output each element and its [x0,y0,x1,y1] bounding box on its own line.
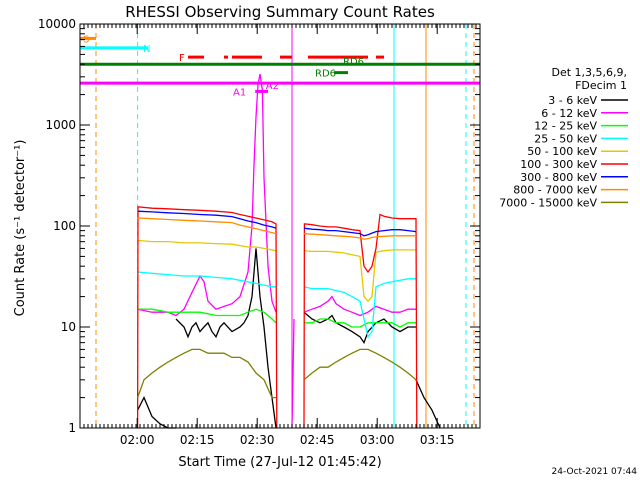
flag-label: A2 [266,81,279,92]
series-line [137,73,277,317]
x-axis-label: Start Time (27-Jul-12 01:45:42) [178,455,381,470]
legend-label: 50 - 100 keV [527,145,597,158]
y-tick-label: 10000 [38,17,76,31]
x-tick-label: 02:00 [120,433,155,447]
series-line [136,348,276,399]
series-line [303,278,416,339]
series-line [137,308,277,324]
y-axis-label: Count Rate (s⁻¹ detector⁻¹) [13,140,28,317]
x-tick-label: 02:15 [180,433,215,447]
series-line [304,318,416,328]
y-tick-label: 10 [61,320,76,334]
x-tick-label: 03:15 [420,433,455,447]
legend-label: 12 - 25 keV [534,120,597,133]
series-line [303,295,416,317]
legend-title-2: FDecim 1 [575,79,627,92]
series-line [303,249,416,303]
chart-title: RHESSI Observing Summary Count Rates [125,3,435,21]
series-line [415,379,441,429]
series-line [291,318,295,429]
y-tick-label: 1 [68,421,76,435]
legend-label: 100 - 300 keV [520,158,597,171]
flag-label: RD6 [315,69,336,80]
plot-frame [79,23,481,429]
x-tick-label: 03:00 [360,433,395,447]
legend-label: 800 - 7000 keV [513,184,597,197]
series-line [137,239,277,252]
series-line [175,248,277,429]
series-line [303,232,416,240]
series-line [303,227,417,237]
series-line [303,213,418,429]
y-tick-label: 1000 [45,118,76,132]
flag-label: A1 [233,87,246,98]
flag-label: F [179,53,185,64]
series-line [136,206,278,429]
footer-timestamp: 24-Oct-2021 07:44 [552,467,638,477]
series-line [303,348,417,381]
series-line [137,271,276,288]
legend-title-1: Det 1,3,5,6,9, [551,66,627,79]
series-line [137,217,277,235]
legend-label: 7000 - 15000 keV [499,196,597,209]
legend-label: 25 - 50 keV [534,132,597,145]
x-tick-label: 02:30 [240,433,275,447]
legend-label: 300 - 800 keV [520,171,597,184]
series-line [137,210,277,229]
series-line [137,396,176,429]
series-line [303,311,416,345]
x-tick-label: 02:45 [300,433,335,447]
y-tick-label: 100 [53,219,76,233]
flag-label: RD6 [343,57,364,68]
legend-label: 3 - 6 keV [548,94,597,107]
legend-label: 6 - 12 keV [541,107,597,120]
